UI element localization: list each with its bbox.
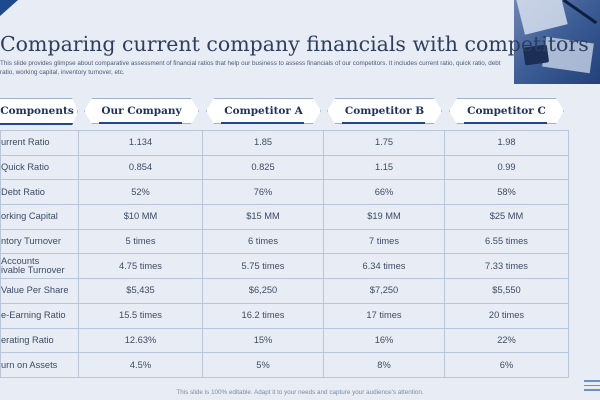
table-cell: 66% — [323, 179, 445, 206]
row-label: urrent Ratio — [0, 130, 79, 156]
table-cell: $25 MM — [444, 204, 569, 230]
table-cell: 5.75 times — [202, 253, 324, 280]
row-label: e-Earning Ratio — [0, 302, 79, 329]
table-cell: 58% — [444, 179, 569, 206]
table-cell: 6% — [444, 352, 569, 378]
financials-table: urrent Ratio 1.134 1.85 1.75 1.98 Quick Ratio… — [0, 130, 569, 378]
table-cell: 1.134 — [78, 130, 203, 156]
table-cell: $19 MM — [323, 204, 445, 230]
slide-title: Comparing current company financials wit… — [0, 32, 589, 56]
table-cell: 15.5 times — [78, 302, 203, 329]
table-row: orking Capital $10 MM $15 MM $19 MM $25 MM — [0, 204, 569, 230]
header-underline — [464, 122, 547, 124]
table-row: Debt Ratio 52% 76% 66% 58% — [0, 179, 569, 206]
corner-accent — [0, 0, 18, 16]
table-cell: 0.854 — [78, 154, 203, 181]
table-cell: 20 times — [444, 302, 569, 329]
table-row: Accounts ivable Turnover 4.75 times 5.75 ti… — [0, 253, 569, 280]
table-row: urrent Ratio 1.134 1.85 1.75 1.98 — [0, 130, 569, 156]
table-cell: $15 MM — [202, 204, 324, 230]
table-cell: 6.34 times — [323, 253, 445, 280]
header-components: Components — [0, 98, 78, 125]
table-cell: 22% — [444, 327, 569, 354]
row-label: ntory Turnover — [0, 228, 79, 255]
table-cell: 0.99 — [444, 154, 569, 181]
header-underline — [99, 122, 182, 124]
table-row: urn on Assets 4.5% 5% 8% 6% — [0, 352, 569, 378]
table-cell: $7,250 — [323, 278, 445, 304]
row-label: orking Capital — [0, 204, 79, 230]
table-cell: 16.2 times — [202, 302, 324, 329]
menu-lines-icon — [584, 380, 600, 394]
table-cell: 1.85 — [202, 130, 324, 156]
header-competitor-b: Competitor B — [327, 98, 442, 124]
table-row: Value Per Share $5,435 $6,250 $7,250 $5,550 — [0, 278, 569, 304]
table-row: Quick Ratio 0.854 0.825 1.15 0.99 — [0, 154, 569, 181]
table-cell: 4.75 times — [78, 253, 203, 280]
table-cell: 0.825 — [202, 154, 324, 181]
header-competitor-a: Competitor A — [206, 98, 321, 124]
table-row: ntory Turnover 5 times 6 times 7 times 6.55 … — [0, 228, 569, 255]
table-cell: $5,435 — [78, 278, 203, 304]
row-label: erating Ratio — [0, 327, 79, 354]
header-underline — [342, 122, 425, 124]
table-cell: 4.5% — [78, 352, 203, 378]
table-cell: $10 MM — [78, 204, 203, 230]
table-cell: $6,250 — [202, 278, 324, 304]
table-row: e-Earning Ratio 15.5 times 16.2 times 17 ti… — [0, 302, 569, 329]
table-cell: 5% — [202, 352, 324, 378]
table-cell: 5 times — [78, 228, 203, 255]
slide-subtitle: This slide provides glimpse about compar… — [0, 60, 501, 76]
footer-note: This slide is 100% editable. Adapt it to… — [176, 389, 424, 396]
decorative-photo — [514, 0, 600, 84]
table-cell: 1.75 — [323, 130, 445, 156]
table-cell: 7 times — [323, 228, 445, 255]
table-cell: 16% — [323, 327, 445, 354]
table-cell: 17 times — [323, 302, 445, 329]
row-label: Debt Ratio — [0, 179, 79, 206]
row-label: Quick Ratio — [0, 154, 79, 181]
row-label: urn on Assets — [0, 352, 79, 378]
table-cell: $5,550 — [444, 278, 569, 304]
table-cell: 15% — [202, 327, 324, 354]
table-cell: 12.63% — [78, 327, 203, 354]
table-cell: 1.15 — [323, 154, 445, 181]
header-our-company: Our Company — [84, 98, 199, 124]
header-underline — [221, 122, 304, 124]
table-cell: 6 times — [202, 228, 324, 255]
row-label: Value Per Share — [0, 278, 79, 304]
table-cell: 7.33 times — [444, 253, 569, 280]
table-cell: 8% — [323, 352, 445, 378]
table-cell: 6.55 times — [444, 228, 569, 255]
table-cell: 1.98 — [444, 130, 569, 156]
table-cell: 52% — [78, 179, 203, 206]
row-label: Accounts ivable Turnover — [0, 253, 79, 280]
table-row: erating Ratio 12.63% 15% 16% 22% — [0, 327, 569, 354]
header-competitor-c: Competitor C — [449, 98, 564, 124]
table-cell: 76% — [202, 179, 324, 206]
